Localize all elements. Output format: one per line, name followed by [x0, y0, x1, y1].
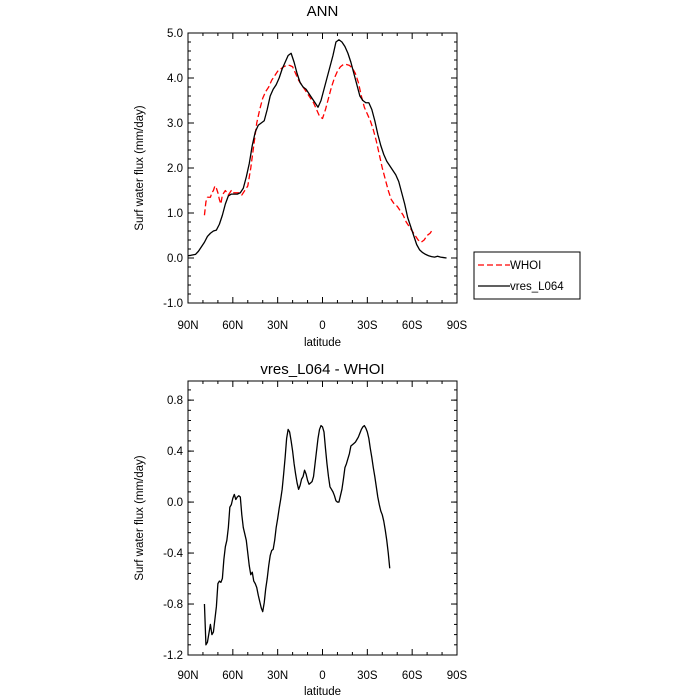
x-tick-label: 90S: [447, 670, 468, 682]
legend-box: [473, 251, 581, 300]
x-tick-label: 30N: [267, 320, 288, 332]
top-chart-y-axis: -1.0 0.0 1.0 2.0 3.0 4.0 5.0: [163, 28, 457, 310]
y-tick-label: -0.4: [163, 548, 183, 560]
top-chart-panel: ANN 90N 60N 30N 0 30S 60S 90S -1.0 0.0 1.0 2.0 3.0…: [134, 3, 581, 349]
y-tick-label: 5.0: [167, 28, 183, 40]
y-tick-label: 0.0: [167, 497, 183, 509]
x-tick-label: 30S: [357, 670, 378, 682]
x-tick-label: 60N: [222, 670, 243, 682]
x-tick-label: 60S: [402, 670, 423, 682]
x-tick-label: 90S: [447, 320, 468, 332]
top-chart-legend: WHOI vres_L064: [473, 251, 581, 300]
y-tick-label: 4.0: [167, 73, 183, 85]
x-tick-label: 0: [319, 670, 325, 682]
y-tick-label: 3.0: [167, 118, 183, 130]
series-line: [203, 424, 391, 646]
y-tick-label: 0.4: [167, 446, 184, 458]
x-tick-label: 0: [319, 320, 325, 332]
top-chart-y-axis-label: Surf water flux (mm/day): [134, 105, 146, 230]
bottom-chart-title: vres_L064 - WHOI: [260, 361, 384, 378]
series-line: [187, 39, 447, 259]
x-tick-label: 90N: [177, 670, 198, 682]
y-tick-label: 1.0: [167, 208, 183, 220]
series-line: [203, 63, 433, 243]
y-tick-label: -0.8: [163, 599, 183, 611]
top-chart-plot-frame: [187, 32, 458, 304]
bottom-chart-panel: vres_L064 - WHOI 90N 60N 30N 0 30S 60S 90S -1.…: [134, 361, 468, 698]
x-tick-label: 90N: [177, 320, 198, 332]
bottom-chart-x-axis-label: latitude: [304, 686, 341, 698]
y-tick-label: 0.8: [167, 395, 183, 407]
top-chart-x-axis-label: latitude: [304, 337, 341, 349]
bottom-chart-plot-frame: [187, 380, 458, 656]
bottom-chart-y-axis-label: Surf water flux (mm/day): [134, 455, 146, 580]
top-chart-title: ANN: [307, 3, 339, 20]
y-tick-label: 0.0: [167, 253, 183, 265]
y-tick-label: -1.2: [163, 650, 183, 662]
y-tick-label: 2.0: [167, 163, 183, 175]
bottom-chart-series: [203, 424, 391, 646]
y-tick-label: -1.0: [163, 298, 183, 310]
bottom-chart-x-axis: 90N 60N 30N 0 30S 60S 90S: [177, 381, 468, 682]
top-chart-series: [187, 39, 447, 259]
top-chart-x-axis: 90N 60N 30N 0 30S 60S 90S: [177, 33, 468, 332]
legend-label-vres-l064: vres_L064: [510, 281, 564, 293]
x-tick-label: 60S: [402, 320, 423, 332]
x-tick-label: 60N: [222, 320, 243, 332]
x-tick-label: 30N: [267, 670, 288, 682]
x-tick-label: 30S: [357, 320, 378, 332]
bottom-chart-y-axis: -1.2 -0.8 -0.4 0.0 0.4 0.8: [163, 389, 457, 662]
legend-label-whoi: WHOI: [510, 260, 541, 272]
